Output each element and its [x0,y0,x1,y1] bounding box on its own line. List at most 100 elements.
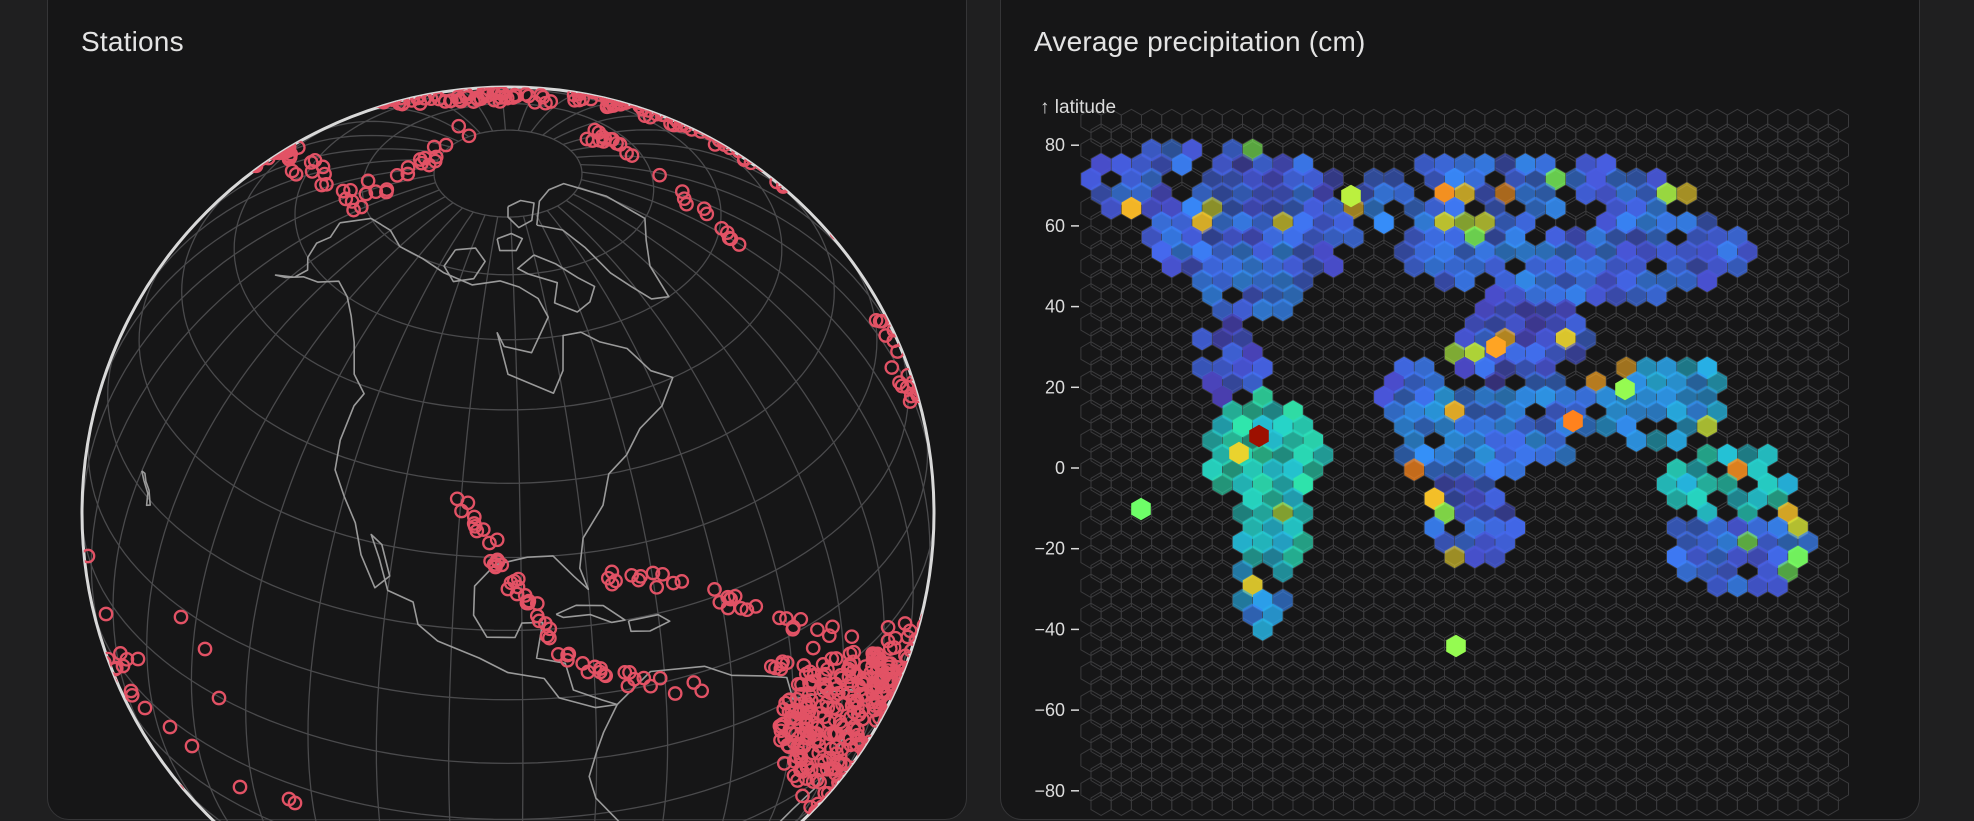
station-marker [204,168,216,180]
station-marker [846,811,858,821]
station-marker [803,179,815,191]
station-marker [896,721,908,733]
station-marker [491,534,503,546]
station-marker [895,729,907,741]
graticule-meridian [511,217,523,821]
station-marker [883,770,895,782]
station-marker [795,183,807,195]
station-marker [181,191,193,203]
station-marker [772,161,784,173]
graticule-meridian [113,190,439,749]
station-marker [927,769,939,781]
station-marker [871,773,883,785]
station-marker [916,671,928,683]
station-marker [927,696,939,708]
station-marker [749,150,761,162]
station-marker [855,763,867,775]
y-tick-label: −80 [1034,781,1065,801]
station-marker [894,708,906,720]
station-marker [913,758,925,770]
station-marker [97,691,109,703]
station-marker [928,656,940,668]
station-marker [948,672,960,684]
station-marker [930,723,942,735]
station-marker [914,725,926,737]
station-marker [873,735,885,747]
station-marker [935,638,947,650]
station-marker [949,722,961,734]
station-marker [940,714,952,726]
stations-globe-map[interactable] [48,0,968,821]
station-marker [926,707,938,719]
station-marker [714,126,726,138]
station-marker [913,734,925,746]
station-marker [100,693,112,705]
station-marker [916,720,928,732]
station-marker [841,778,853,790]
graticule-meridian [191,203,453,821]
station-marker [158,206,170,218]
station-marker [143,227,155,239]
station-marker [180,197,192,209]
station-marker [900,730,912,742]
y-axis-label: ↑ latitude [1040,97,1116,118]
station-marker [859,811,871,821]
station-marker [159,223,171,235]
y-tick-label: 0 [1055,458,1065,478]
station-marker [887,747,899,759]
station-marker [733,129,745,141]
station-marker [257,148,269,160]
station-marker [156,232,168,244]
station-marker [886,361,898,373]
station-marker [904,747,916,759]
station-marker [897,692,909,704]
land-outline [276,218,673,707]
station-marker [250,153,262,165]
station-marker [840,812,852,821]
station-marker [912,669,924,681]
station-marker [828,201,840,213]
station-marker [929,757,941,769]
station-marker [919,784,931,796]
station-marker [911,731,923,743]
graticule-meridian [246,208,463,821]
station-marker [817,186,829,198]
station-marker [927,657,939,669]
station-marker [907,702,919,714]
station-marker [887,755,899,767]
station-marker [272,138,284,150]
graticule-parallel [182,179,835,484]
station-markers [82,80,968,821]
station-marker [909,738,921,750]
land-outline [508,201,534,228]
station-marker [483,537,495,549]
station-marker [927,749,939,761]
graticule-meridian [523,216,596,821]
station-marker [164,721,176,733]
station-marker [892,715,904,727]
station-marker [455,505,467,517]
station-marker [889,799,901,811]
station-marker [896,788,908,800]
station-marker [757,158,769,170]
station-marker [957,680,968,692]
station-marker [909,763,921,775]
station-marker [843,212,855,224]
station-marker [922,783,934,795]
station-marker [231,164,243,176]
station-marker [940,633,952,645]
station-marker [210,178,222,190]
station-marker [930,646,942,658]
station-marker [936,712,948,724]
station-marker [173,204,185,216]
station-marker [915,658,927,670]
station-marker [799,184,811,196]
station-marker [925,699,937,711]
station-marker [246,152,258,164]
station-marker [919,726,931,738]
station-marker [694,115,706,127]
station-marker [935,653,947,665]
station-marker [907,737,919,749]
station-marker [891,718,903,730]
